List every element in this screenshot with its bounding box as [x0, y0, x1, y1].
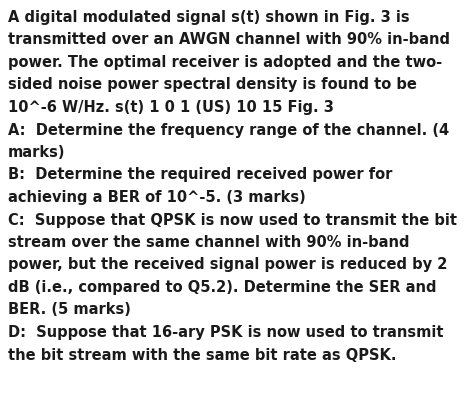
Text: stream over the same channel with 90% in-band: stream over the same channel with 90% in… [8, 235, 410, 250]
Text: transmitted over an AWGN channel with 90% in-band: transmitted over an AWGN channel with 90… [8, 32, 450, 48]
Text: dB (i.e., compared to Q5.2). Determine the SER and: dB (i.e., compared to Q5.2). Determine t… [8, 280, 437, 295]
Text: C:  Suppose that QPSK is now used to transmit the bit: C: Suppose that QPSK is now used to tran… [8, 213, 457, 227]
Text: D:  Suppose that 16-ary PSK is now used to transmit: D: Suppose that 16-ary PSK is now used t… [8, 325, 444, 340]
Text: A:  Determine the frequency range of the channel. (4: A: Determine the frequency range of the … [8, 122, 449, 137]
Text: the bit stream with the same bit rate as QPSK.: the bit stream with the same bit rate as… [8, 348, 396, 362]
Text: achieving a BER of 10^-5. (3 marks): achieving a BER of 10^-5. (3 marks) [8, 190, 306, 205]
Text: 10^-6 W/Hz. s(t) 1 0 1 (US) 10 15 Fig. 3: 10^-6 W/Hz. s(t) 1 0 1 (US) 10 15 Fig. 3 [8, 100, 334, 115]
Text: B:  Determine the required received power for: B: Determine the required received power… [8, 168, 392, 183]
Text: BER. (5 marks): BER. (5 marks) [8, 303, 131, 318]
Text: sided noise power spectral density is found to be: sided noise power spectral density is fo… [8, 78, 417, 93]
Text: power. The optimal receiver is adopted and the two-: power. The optimal receiver is adopted a… [8, 55, 442, 70]
Text: power, but the received signal power is reduced by 2: power, but the received signal power is … [8, 257, 447, 272]
Text: A digital modulated signal s(t) shown in Fig. 3 is: A digital modulated signal s(t) shown in… [8, 10, 410, 25]
Text: marks): marks) [8, 145, 65, 160]
